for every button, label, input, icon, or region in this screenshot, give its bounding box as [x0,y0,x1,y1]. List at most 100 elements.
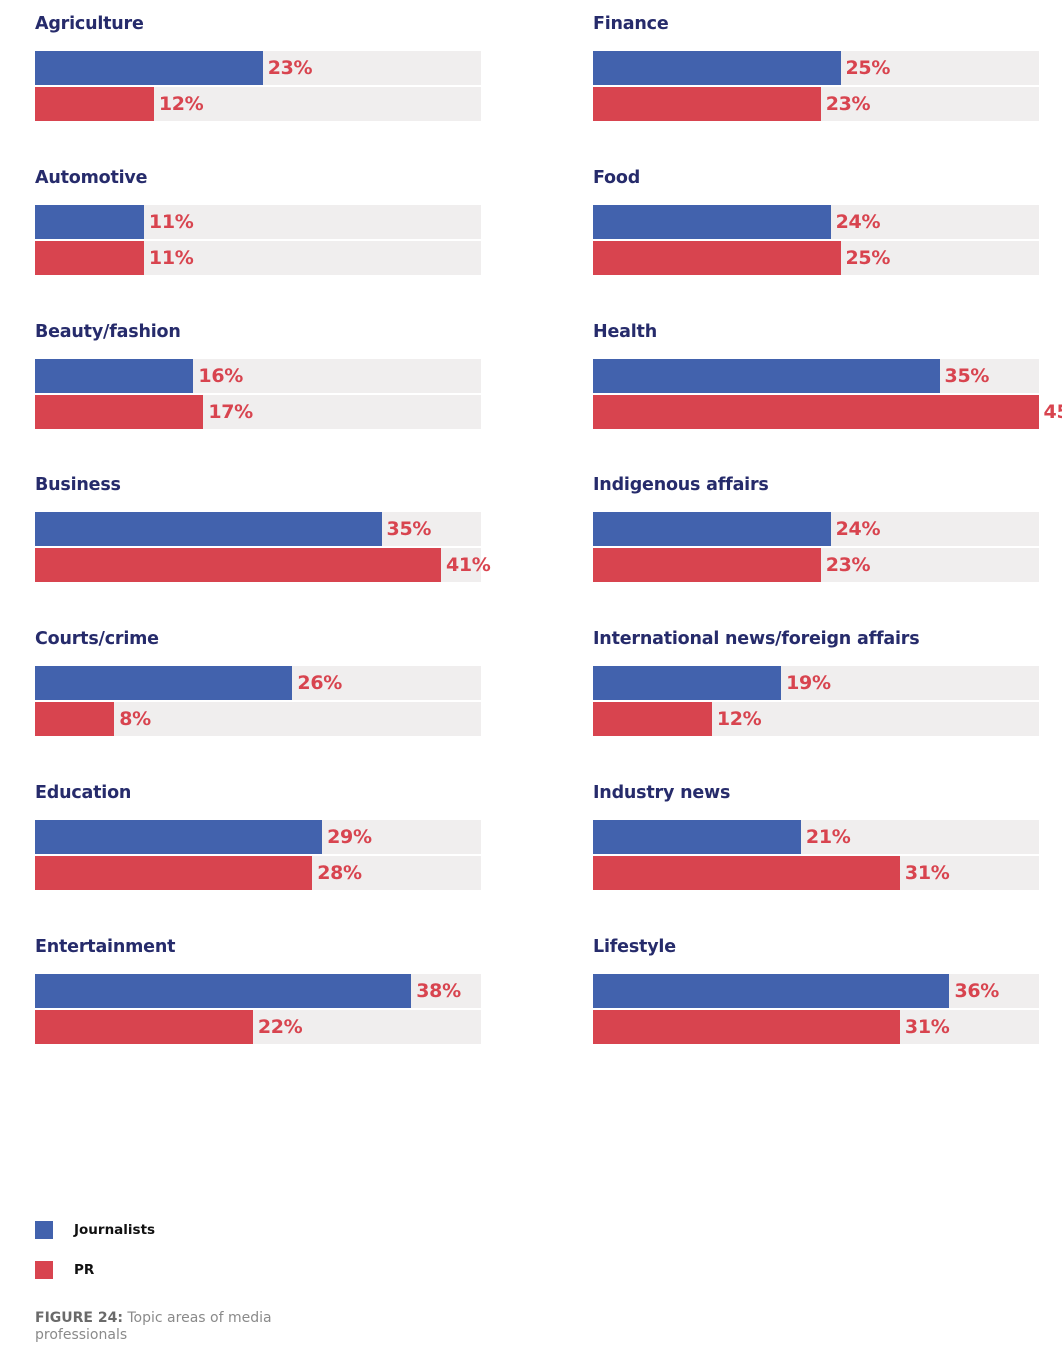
bar-track-agriculture-pr: 12% [35,87,481,121]
panel-food: Food 24% 25% [593,154,1039,279]
bar-label-finance-pr: 23% [825,93,871,115]
bar-track-industry-news-pr: 31% [593,856,1039,890]
bar-label-industry-news-pr: 31% [904,862,950,884]
bar-label-food-pr: 25% [845,246,891,269]
panel-title-industry-news: Industry news [593,783,731,803]
bar-label-health-journalists: 35% [944,364,990,387]
bar-label-industry-news-journalists: 21% [805,826,851,848]
bar-track-finance-pr: 23% [593,87,1039,121]
panel-courts-crime: Courts/crime 26% 8% [35,615,481,740]
panel-automotive: Automotive 11% 11% [35,154,481,279]
panel-international-news-foreign-affairs: International news/foreign affairs 19% 12% [593,615,1039,740]
bar-education-journalists [35,820,323,854]
bar-track-lifestyle-journalists: 36% [593,973,1039,1008]
panel-title-automotive: Automotive [35,167,148,188]
panel-lifestyle: Lifestyle 36% 31% [593,923,1039,1048]
panel-agriculture: Agriculture 23% 12% [35,0,481,125]
bar-business-journalists [35,512,382,547]
bar-lifestyle-pr [593,1009,900,1044]
bar-entertainment-pr [35,1009,253,1044]
panel-title-entertainment: Entertainment [35,936,176,957]
panel-finance: Finance 25% 23% [593,0,1039,125]
bar-label-indigenous-affairs-pr: 23% [825,554,871,577]
bar-track-business-journalists: 35% [35,512,481,547]
bar-label-agriculture-journalists: 23% [267,57,313,79]
bar-track-international-news-foreign-affairs-pr: 12% [593,702,1039,737]
panel-title-agriculture: Agriculture [35,14,144,34]
bar-label-education-pr: 28% [317,862,362,884]
bar-international-news-foreign-affairs-pr [593,702,712,737]
panel-title-international-news-foreign-affairs: International news/foreign affairs [593,629,920,650]
bar-food-journalists [593,204,831,239]
bar-track-entertainment-pr: 22% [35,1009,481,1044]
panel-title-lifestyle: Lifestyle [593,936,676,957]
bar-track-lifestyle-pr: 31% [593,1009,1039,1044]
figure-caption: FIGURE 24: Topic areas of media professi… [35,1310,295,1344]
bar-label-indigenous-affairs-journalists: 24% [835,518,881,541]
panel-title-food: Food [593,167,641,188]
bar-track-courts-crime-pr: 8% [35,702,481,737]
bar-health-pr [593,394,1039,429]
panel-title-education: Education [35,783,132,803]
bar-track-food-pr: 25% [593,240,1039,275]
bar-track-indigenous-affairs-journalists: 24% [593,512,1039,547]
bar-indigenous-affairs-journalists [593,512,831,547]
bar-label-beauty-fashion-pr: 17% [208,400,253,423]
panel-title-health: Health [593,321,657,342]
bar-automotive-pr [35,240,144,275]
legend-swatch-journalists [35,1221,53,1239]
bar-track-beauty-fashion-journalists: 16% [35,358,481,393]
bar-track-finance-journalists: 25% [593,51,1039,85]
bar-industry-news-pr [593,856,900,890]
bar-label-automotive-pr: 11% [148,246,194,269]
bar-agriculture-journalists [35,51,263,85]
panel-title-beauty-fashion: Beauty/fashion [35,321,181,342]
bar-courts-crime-pr [35,702,115,737]
bar-agriculture-pr [35,87,154,121]
bar-track-industry-news-journalists: 21% [593,820,1039,854]
bar-beauty-fashion-pr [35,394,204,429]
panel-education: Education 29% 28% [35,769,481,894]
panel-health: Health 35% 45% [593,308,1062,433]
bar-finance-pr [593,87,821,121]
bar-beauty-fashion-journalists [35,358,194,393]
bar-label-courts-crime-pr: 8% [119,708,151,731]
bar-food-pr [593,240,841,275]
bar-industry-news-journalists [593,820,801,854]
bar-health-journalists [593,358,940,393]
figure-label: FIGURE 24: [35,1310,123,1326]
panel-title-business: Business [35,475,121,496]
bar-lifestyle-journalists [593,973,950,1008]
bar-track-automotive-pr: 11% [35,240,481,275]
bar-label-education-journalists: 29% [327,826,372,848]
bar-label-automotive-journalists: 11% [148,210,194,233]
bar-education-pr [35,856,313,890]
bar-track-food-journalists: 24% [593,204,1039,239]
bar-label-business-pr: 41% [445,554,491,577]
bar-label-courts-crime-journalists: 26% [297,672,342,695]
bar-track-automotive-journalists: 11% [35,204,481,239]
bar-track-courts-crime-journalists: 26% [35,666,481,701]
bar-finance-journalists [593,51,841,85]
small-multiples-bar-chart: Agriculture 23% 12% Automotive 11% 11% Beauty/… [35,0,1062,1048]
bar-international-news-foreign-affairs-journalists [593,666,782,701]
bar-track-health-pr: 45% [593,394,1062,429]
bar-indigenous-affairs-pr [593,548,821,583]
panel-industry-news: Industry news 21% 31% [593,769,1039,894]
bar-label-lifestyle-journalists: 36% [954,979,1000,1002]
bar-label-food-journalists: 24% [835,210,881,233]
bar-track-beauty-fashion-pr: 17% [35,394,481,429]
panel-beauty-fashion: Beauty/fashion 16% 17% [35,308,481,433]
panel-entertainment: Entertainment 38% 22% [35,923,481,1048]
legend-label-pr: PR [74,1262,95,1278]
bar-automotive-journalists [35,204,144,239]
panel-indigenous-affairs: Indigenous affairs 24% 23% [593,461,1039,586]
panel-title-finance: Finance [593,14,669,34]
bar-label-international-news-foreign-affairs-journalists: 19% [786,672,831,695]
figure-caption-text: Topic areas of media professionals [35,1310,272,1343]
bar-track-agriculture-journalists: 23% [35,51,481,85]
bar-label-international-news-foreign-affairs-pr: 12% [716,708,762,731]
bar-business-pr [35,548,441,583]
bar-track-business-pr: 41% [35,548,491,583]
panel-title-indigenous-affairs: Indigenous affairs [593,475,769,496]
